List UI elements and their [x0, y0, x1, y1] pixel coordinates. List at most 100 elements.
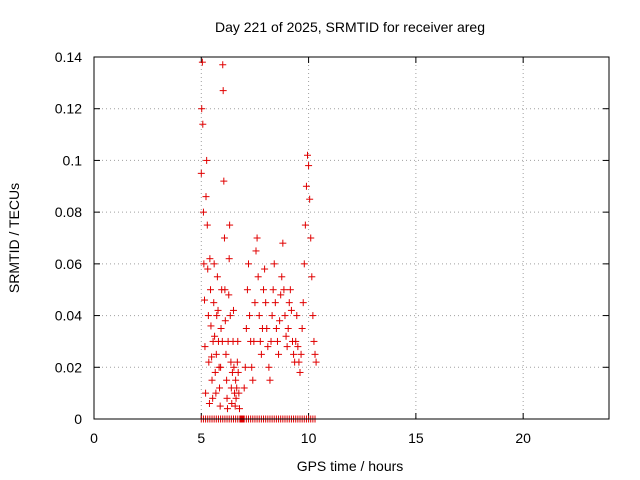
data-point: [235, 405, 243, 413]
data-point: [205, 358, 213, 366]
data-point: [304, 151, 312, 159]
data-point: [270, 260, 278, 268]
data-point: [245, 260, 252, 268]
data-point: [296, 368, 304, 376]
data-point: [272, 325, 280, 332]
data-point: [287, 306, 295, 314]
data-point: [301, 221, 309, 229]
data-point: [220, 177, 228, 185]
y-axis-label: SRMTID / TECUs: [6, 183, 22, 293]
data-point: [201, 343, 209, 351]
data-point: [201, 296, 209, 304]
data-point: [242, 325, 250, 332]
data-point: [246, 312, 254, 320]
data-point: [202, 193, 210, 201]
data-point: [199, 208, 207, 216]
y-tick-label: 0: [74, 411, 82, 427]
data-point: [299, 299, 307, 307]
data-point: [305, 162, 313, 170]
data-point: [221, 286, 229, 294]
data-point: [265, 363, 273, 371]
x-tick-label: 15: [408, 430, 424, 446]
data-point: [208, 376, 216, 384]
data-point: [225, 255, 233, 263]
data-point: [219, 61, 227, 69]
data-point: [271, 299, 279, 307]
axes: 0 5 10 15 20 0 0.02 0.04 0.06 0.08 0.1 0.12 0.14: [55, 49, 609, 446]
data-point: [280, 286, 288, 294]
data-point: [216, 384, 224, 392]
x-tick-label: 20: [515, 430, 531, 446]
data-point: [210, 299, 218, 307]
data-point: [243, 286, 251, 294]
plot-frame: [93, 56, 610, 420]
data-point: [234, 337, 242, 345]
data-point: [294, 343, 302, 351]
data-point: [223, 405, 231, 413]
data-point: [262, 299, 270, 307]
data-point: [295, 358, 303, 366]
data-point: [290, 350, 298, 358]
data-point: [207, 322, 215, 330]
data-point: [231, 402, 239, 410]
data-point: [277, 291, 285, 299]
data-point: [283, 343, 291, 351]
data-point: [307, 234, 315, 242]
data-point: [213, 273, 221, 281]
data-point: [302, 182, 310, 190]
data-point: [204, 265, 212, 273]
data-point: [217, 325, 225, 332]
data-point: [241, 363, 249, 371]
data-point: [232, 394, 240, 402]
data-point: [251, 299, 259, 307]
data-point: [255, 312, 263, 320]
data-point: [275, 350, 283, 358]
data-point: [260, 286, 268, 294]
data-point: [278, 273, 286, 281]
data-point: [310, 337, 318, 345]
data-point: [222, 350, 230, 358]
data-point: [293, 312, 301, 320]
data-point: [225, 291, 233, 299]
data-point: [205, 399, 213, 407]
data-point: [269, 286, 277, 294]
data-point: [282, 332, 290, 340]
data-point: [214, 306, 222, 314]
data-point: [233, 384, 241, 392]
data-point: [217, 363, 225, 371]
data-point: [266, 376, 274, 384]
data-point: [212, 389, 220, 397]
data-point: [226, 312, 234, 320]
data-point: [232, 376, 240, 384]
y-tick-label: 0.02: [55, 359, 82, 375]
chart-title: Day 221 of 2025, SRMTID for receiver are…: [215, 19, 485, 35]
data-point: [306, 195, 314, 203]
data-point: [199, 120, 207, 128]
data-point: [234, 368, 242, 376]
data-point: [198, 105, 206, 113]
grid-lines: [94, 57, 609, 419]
y-tick-label: 0.12: [55, 101, 82, 117]
data-points: [197, 58, 320, 423]
data-point: [221, 317, 229, 325]
data-point: [211, 368, 219, 376]
data-point: [250, 337, 258, 345]
data-point: [210, 260, 218, 268]
data-point: [240, 384, 248, 392]
data-point: [261, 265, 269, 273]
data-point: [257, 350, 265, 358]
x-axis-label: GPS time / hours: [297, 458, 404, 474]
data-point: [227, 358, 235, 366]
data-point: [273, 337, 281, 345]
data-point: [254, 273, 262, 281]
y-tick-label: 0.04: [55, 308, 82, 324]
x-tick-label: 10: [301, 430, 317, 446]
data-point: [276, 317, 284, 325]
data-point: [252, 247, 260, 255]
data-point: [249, 376, 257, 384]
data-point: [220, 234, 228, 242]
y-tick-label: 0.1: [63, 152, 83, 168]
data-point: [297, 350, 305, 358]
data-point: [263, 325, 271, 332]
